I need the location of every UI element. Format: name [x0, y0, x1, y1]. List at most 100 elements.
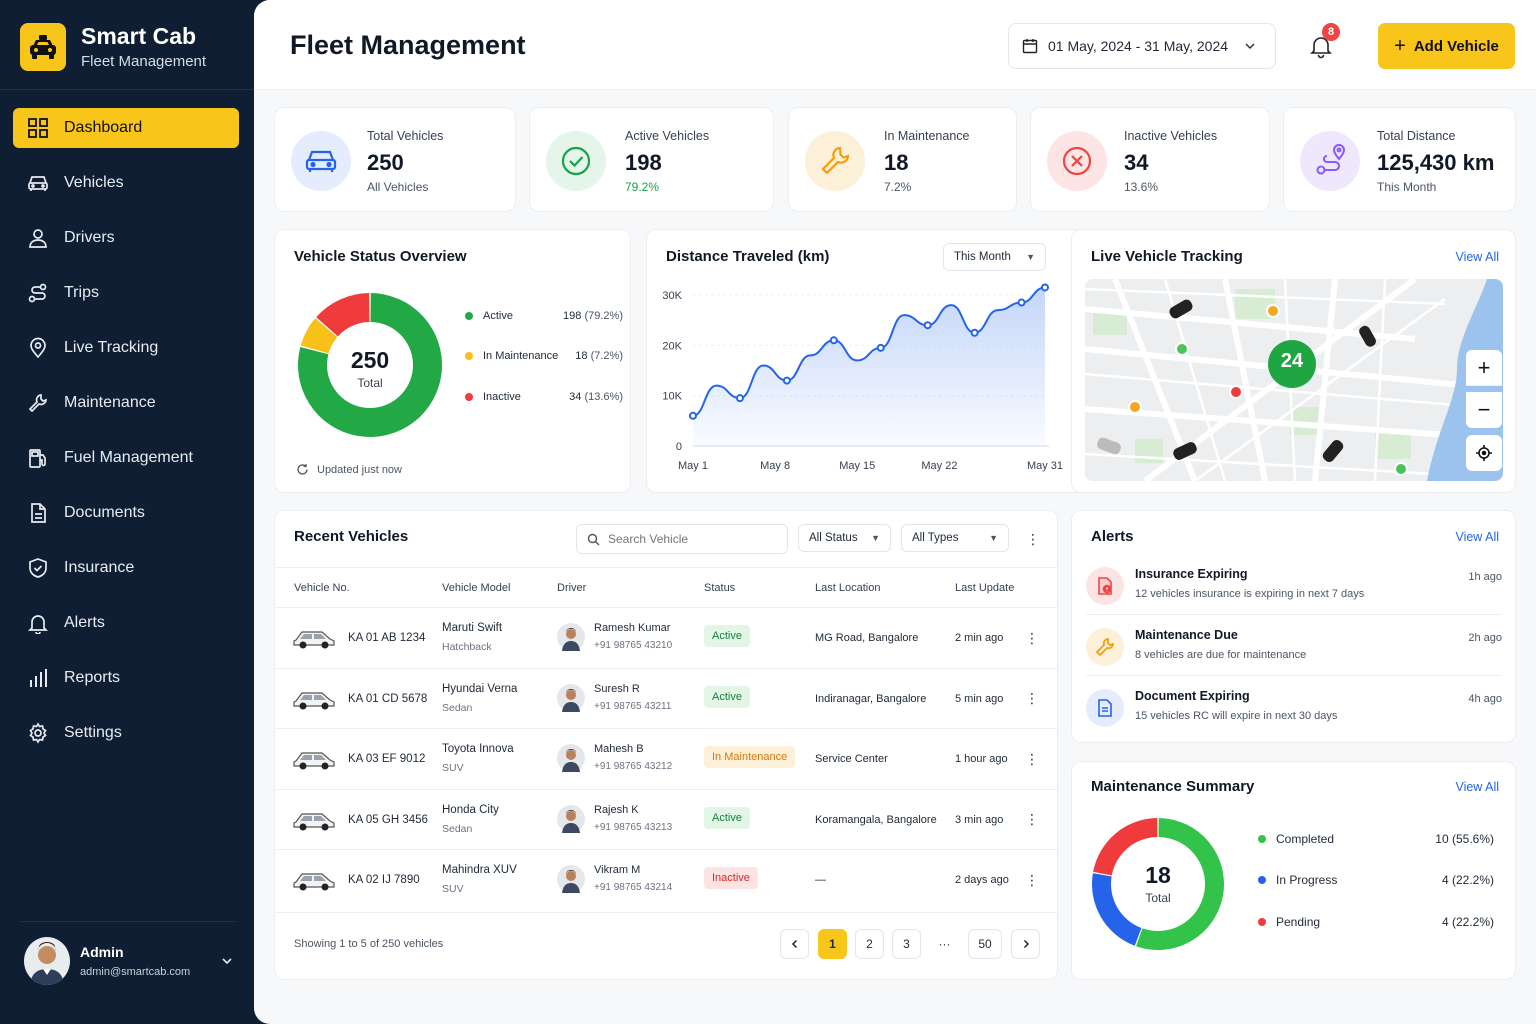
- chevron-down-icon: [1245, 43, 1255, 50]
- page-button-2[interactable]: 2: [855, 929, 884, 959]
- stat-card-inactive-vehicles[interactable]: Inactive Vehicles 34 13.6%: [1030, 107, 1270, 212]
- sidebar-item-reports[interactable]: Reports: [13, 658, 239, 698]
- alert-item[interactable]: Insurance Expiring 12 vehicles insurance…: [1086, 563, 1502, 623]
- view-all-link[interactable]: View All: [1455, 780, 1499, 794]
- more-options-icon[interactable]: ⋮: [1026, 530, 1040, 547]
- x-tick-label: May 8: [760, 460, 790, 472]
- last-update: 2 days ago: [955, 874, 1009, 886]
- y-tick-label: 30K: [662, 290, 682, 302]
- document-icon: [1086, 689, 1124, 727]
- sidebar-item-maintenance[interactable]: Maintenance: [13, 383, 239, 423]
- notification-bell-icon[interactable]: [1308, 33, 1334, 59]
- locate-button[interactable]: [1466, 435, 1502, 471]
- legend-label: Inactive: [483, 391, 521, 403]
- row-more-icon[interactable]: ⋮: [1025, 871, 1039, 888]
- notification-badge: 8: [1322, 23, 1340, 41]
- updated-text: Updated just now: [317, 463, 402, 476]
- stat-sub: 7.2%: [884, 180, 912, 194]
- chevron-down-icon: ▼: [1026, 252, 1035, 262]
- x-tick-label: May 1: [678, 460, 708, 472]
- alert-title: Insurance Expiring: [1135, 567, 1248, 581]
- alert-item[interactable]: Document Expiring 15 vehicles RC will ex…: [1086, 685, 1502, 745]
- view-all-link[interactable]: View All: [1455, 250, 1499, 264]
- status-filter-dropdown[interactable]: All Status ▼: [798, 524, 891, 552]
- sidebar-divider: [0, 89, 254, 90]
- column-header: Vehicle No.: [294, 582, 350, 594]
- date-range-picker[interactable]: 01 May, 2024 - 31 May, 2024: [1008, 23, 1276, 69]
- page-button-50[interactable]: 50: [968, 929, 1002, 959]
- sidebar-item-trips[interactable]: Trips: [13, 273, 239, 313]
- data-point: [923, 321, 932, 330]
- table-row[interactable]: KA 03 EF 9012 Toyota Innova SUV Mahesh B…: [275, 728, 1057, 788]
- table-row[interactable]: KA 01 CD 5678 Hyundai Verna Sedan Suresh…: [275, 667, 1057, 728]
- row-more-icon[interactable]: ⋮: [1025, 629, 1039, 646]
- alert-description: 12 vehicles insurance is expiring in nex…: [1135, 588, 1365, 600]
- sidebar-item-alerts[interactable]: Alerts: [13, 603, 239, 643]
- maintenance-donut: [1092, 818, 1224, 950]
- alert-time: 1h ago: [1468, 571, 1502, 583]
- distance-period-dropdown[interactable]: This Month ▼: [943, 243, 1046, 271]
- driver-name: Ramesh Kumar: [594, 622, 671, 634]
- row-more-icon[interactable]: ⋮: [1025, 690, 1039, 706]
- donut-slice-completed: [1136, 818, 1224, 950]
- y-tick-label: 0: [676, 441, 682, 453]
- last-location: Service Center: [815, 753, 888, 765]
- next-page-button[interactable]: [1011, 929, 1040, 959]
- stat-value: 250: [367, 150, 404, 175]
- chevron-down-icon[interactable]: [220, 954, 234, 968]
- legend-item-active: Active 198 (79.2%): [465, 310, 623, 322]
- type-filter-dropdown[interactable]: All Types ▼: [901, 524, 1009, 552]
- view-all-link[interactable]: View All: [1455, 530, 1499, 544]
- stat-card-active-vehicles[interactable]: Active Vehicles 198 79.2%: [529, 107, 774, 212]
- sidebar-item-dashboard[interactable]: Dashboard: [13, 108, 239, 148]
- alert-time: 2h ago: [1468, 632, 1502, 644]
- table-row[interactable]: KA 02 IJ 7890 Mahindra XUV SUV Vikram M …: [275, 849, 1057, 909]
- sidebar-item-live-tracking[interactable]: Live Tracking: [13, 328, 239, 368]
- search-vehicle-box[interactable]: [576, 524, 788, 554]
- driver-avatar: [557, 683, 585, 712]
- sidebar-item-label: Documents: [64, 504, 145, 521]
- sidebar-item-vehicles[interactable]: Vehicles: [13, 163, 239, 203]
- legend-dot: [1258, 835, 1266, 843]
- chevron-right-icon: [1023, 939, 1029, 949]
- search-input[interactable]: [608, 532, 778, 546]
- sidebar-item-settings[interactable]: Settings: [13, 713, 239, 753]
- bar-chart-icon: [30, 669, 47, 687]
- card-title: Distance Traveled (km): [666, 248, 830, 265]
- live-map[interactable]: 24 + −: [1085, 279, 1503, 481]
- stat-card-in-maintenance[interactable]: In Maintenance 18 7.2%: [788, 107, 1017, 212]
- page-button-3[interactable]: 3: [892, 929, 921, 959]
- sidebar-item-fuel-management[interactable]: Fuel Management: [13, 438, 239, 478]
- stat-card-total-vehicles[interactable]: Total Vehicles 250 All Vehicles: [274, 107, 516, 212]
- sidebar-item-documents[interactable]: Documents: [13, 493, 239, 533]
- add-vehicle-button[interactable]: + Add Vehicle: [1378, 23, 1515, 69]
- table-row[interactable]: KA 01 AB 1234 Maruti Swift Hatchback Ram…: [275, 607, 1057, 667]
- user-menu[interactable]: Admin admin@smartcab.com: [24, 937, 234, 985]
- stat-value: 34: [1124, 150, 1149, 175]
- table-row[interactable]: KA 05 GH 3456 Honda City Sedan Rajesh K …: [275, 788, 1057, 849]
- stat-label: In Maintenance: [884, 129, 970, 143]
- y-tick-label: 20K: [662, 340, 682, 352]
- sidebar-item-drivers[interactable]: Drivers: [13, 218, 239, 258]
- gear-icon: [29, 722, 47, 744]
- legend-item-pending: Pending 4 (22.2%): [1258, 915, 1494, 929]
- page-button-1[interactable]: 1: [818, 929, 847, 959]
- zoom-in-button[interactable]: +: [1466, 350, 1502, 386]
- vehicle-type: Hatchback: [442, 641, 492, 653]
- vehicle-type: Sedan: [442, 822, 473, 835]
- brand[interactable]: Smart Cab Fleet Management: [20, 22, 206, 72]
- legend-label: Active: [483, 310, 513, 322]
- sidebar-item-insurance[interactable]: Insurance: [13, 548, 239, 588]
- alert-item[interactable]: Maintenance Due 8 vehicles are due for m…: [1086, 624, 1502, 684]
- driver-avatar: [557, 804, 585, 833]
- legend-pct: (22.2%): [1451, 873, 1494, 887]
- dropdown-value: All Types: [912, 532, 959, 544]
- vehicle-model: Hyundai Verna: [442, 682, 518, 695]
- row-more-icon[interactable]: ⋮: [1025, 811, 1039, 827]
- prev-page-button[interactable]: [780, 929, 809, 959]
- zoom-out-button[interactable]: −: [1466, 392, 1502, 428]
- map-cluster-count[interactable]: 24: [1280, 350, 1304, 372]
- stat-card-total-distance[interactable]: Total Distance 125,430 km This Month: [1283, 107, 1516, 212]
- row-more-icon[interactable]: ⋮: [1025, 750, 1039, 767]
- chevron-left-icon: [791, 939, 797, 949]
